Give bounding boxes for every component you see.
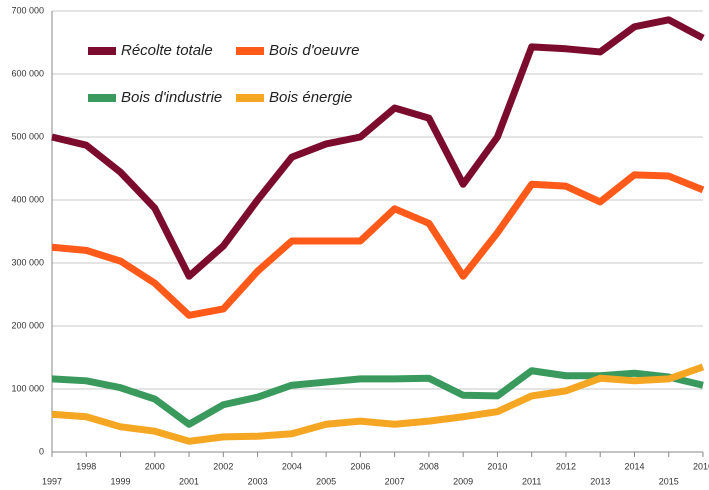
y-tick-label: 200 000 [11,320,44,330]
x-tick-label: 2010 [487,461,507,471]
y-tick-label: 400 000 [11,194,44,204]
x-tick-label: 2006 [350,461,370,471]
x-tick-label: 2002 [213,461,233,471]
legend-label: Bois d'industrie [121,89,222,106]
line [51,16,705,280]
line [51,171,705,319]
y-tick-label: 600 000 [11,68,44,78]
legend-label: Bois énergie [269,89,352,106]
x-tick-label: 2013 [590,476,610,486]
x-tick-label: 2008 [419,461,439,471]
x-tick-label: 1997 [42,476,62,486]
x-tick-label: 1998 [76,461,96,471]
x-tick-label: 2007 [385,476,405,486]
y-tick-label: 0 [39,446,44,456]
x-tick-label: 2000 [145,461,165,471]
x-tick-label: 2003 [248,476,268,486]
legend-label: Récolte totale [121,42,213,59]
x-tick-label: 2014 [624,461,644,471]
y-tick-label: 300 000 [11,257,44,267]
x-tick-label: 2009 [453,476,473,486]
x-tick-label: 2001 [179,476,199,486]
x-tick-label: 2005 [316,476,336,486]
x-tick-label: 2015 [659,476,679,486]
x-tick-label: 1999 [111,476,131,486]
legend-label: Bois d'oeuvre [269,42,359,59]
line [51,367,704,428]
x-tick-label: 2004 [282,461,302,471]
y-tick-label: 100 000 [11,383,44,393]
line [51,363,705,445]
x-tick-label: 2011 [522,476,541,486]
x-tick-label: 2016 [693,461,709,471]
x-tick-label: 2012 [556,461,576,471]
y-tick-label: 700 000 [11,5,44,15]
y-tick-label: 500 000 [11,131,44,141]
